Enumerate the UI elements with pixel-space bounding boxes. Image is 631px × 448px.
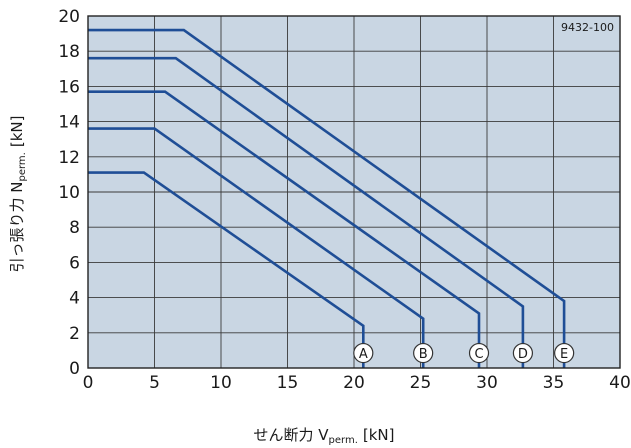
series-marker-label-d: D xyxy=(518,347,528,362)
y-tick-label: 12 xyxy=(58,148,80,168)
x-tick-label: 40 xyxy=(609,373,631,393)
x-axis-label-unit: [kN] xyxy=(363,426,395,444)
x-tick-label: 20 xyxy=(343,373,365,393)
series-marker-label-b: B xyxy=(419,347,428,362)
y-axis-label-unit: [kN] xyxy=(8,116,26,148)
x-axis-label: せん断力 Vperm. [kN] xyxy=(253,426,394,446)
y-axis-label: 引っ張り力 Nperm. [kN] xyxy=(8,116,28,273)
y-tick-label: 16 xyxy=(58,77,80,97)
x-tick-label: 5 xyxy=(149,373,160,393)
series-marker-e xyxy=(554,342,575,364)
y-tick-label: 14 xyxy=(58,113,80,133)
x-tick-label: 30 xyxy=(476,373,498,393)
series-marker-label-e: E xyxy=(560,347,568,362)
y-tick-label: 6 xyxy=(69,253,80,273)
y-tick-label: 4 xyxy=(69,289,80,309)
figure-code: 9432-100 xyxy=(561,21,614,34)
x-tick-label: 25 xyxy=(410,373,432,393)
plot-frame xyxy=(87,15,621,369)
y-axis-label-sub: perm. xyxy=(17,152,28,181)
x-tick-label: 0 xyxy=(83,373,94,393)
series-markers: A B C D E xyxy=(353,342,575,364)
y-tick-labels: 0 2 4 6 8 10 12 14 16 18 20 xyxy=(58,7,80,379)
y-axis-label-main: 引っ張り力 N xyxy=(8,181,26,272)
series-line-e xyxy=(88,28,566,368)
x-tick-label: 15 xyxy=(277,373,299,393)
series-marker-b xyxy=(413,342,434,364)
series-marker-label-a: A xyxy=(359,347,368,362)
x-tick-labels: 0 5 10 15 20 25 30 35 40 xyxy=(83,373,631,393)
y-tick-label: 10 xyxy=(58,183,80,203)
x-tick-label: 10 xyxy=(210,373,232,393)
x-axis-label-main: せん断力 V xyxy=(253,426,329,444)
series-marker-a xyxy=(353,342,374,364)
x-axis-label-sub: perm. xyxy=(329,435,358,446)
y-tick-label: 0 xyxy=(69,359,80,379)
y-tick-label: 2 xyxy=(69,324,80,344)
series-line-c xyxy=(88,90,481,368)
y-tick-label: 18 xyxy=(58,42,80,62)
y-tick-label: 20 xyxy=(58,7,80,27)
series-marker-c xyxy=(468,342,490,364)
series-marker-label-c: C xyxy=(474,347,483,362)
x-tick-label: 35 xyxy=(543,373,565,393)
series-marker-d xyxy=(512,342,534,364)
series-line-d xyxy=(88,56,525,368)
y-tick-label: 8 xyxy=(69,218,80,238)
